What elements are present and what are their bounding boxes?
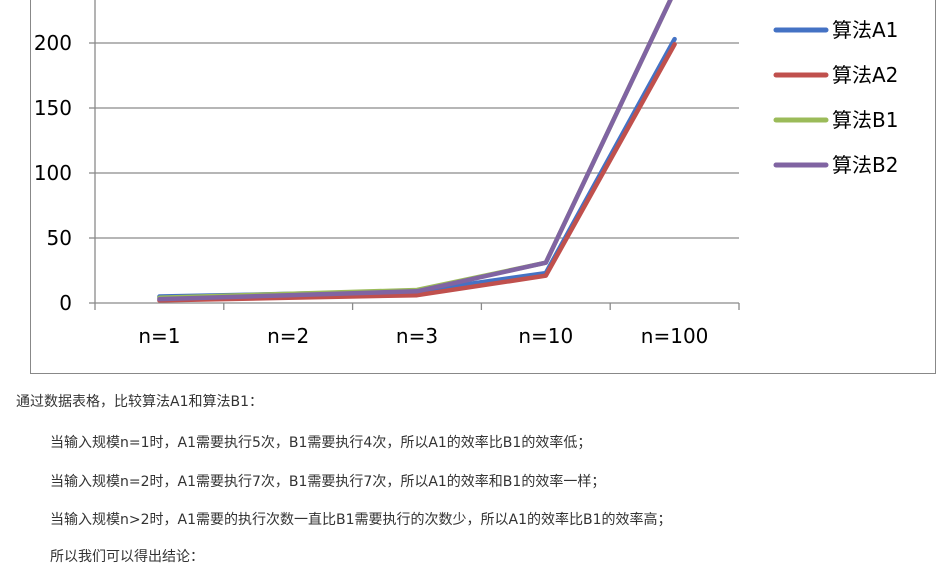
- y-tick-label: 0: [59, 291, 72, 315]
- legend-label: 算法B2: [832, 153, 898, 177]
- comparison-line-3: 当输入规模n>2时，A1需要的执行次数一直比B1需要执行的次数少，所以A1的效率…: [50, 512, 672, 528]
- conclusion-line: 所以我们可以得出结论：: [50, 549, 204, 565]
- legend-label: 算法A1: [832, 18, 898, 42]
- series-line-4: [157, 0, 673, 302]
- y-tick-label: 200: [34, 31, 72, 55]
- chart-frame: [30, 0, 936, 374]
- series-line-1: [157, 36, 677, 299]
- axis-layer: 0 50 100 150 200 n=1 n=2 n=3 n=10 n=100: [34, 0, 740, 348]
- x-tick-label: n=2: [267, 324, 309, 348]
- comparison-line-2: 当输入规模n=2时，A1需要执行7次，B1需要执行7次，所以A1的效率和B1的效…: [50, 474, 606, 490]
- legend-label: 算法A2: [832, 63, 898, 87]
- x-tick-label: n=3: [396, 324, 438, 348]
- x-tick-label: n=1: [138, 324, 180, 348]
- x-tick-label: n=10: [518, 324, 573, 348]
- intro-paragraph: 通过数据表格，比较算法A1和算法B1：: [16, 394, 263, 410]
- x-tick-label: n=100: [641, 324, 709, 348]
- comparison-line-1: 当输入规模n=1时，A1需要执行5次，B1需要执行4次，所以A1的效率比B1的效…: [50, 435, 592, 451]
- legend: 算法A1 算法A2 算法B1 算法B2: [773, 18, 898, 177]
- legend-label: 算法B1: [832, 108, 898, 132]
- y-tick-label: 100: [34, 161, 72, 185]
- y-tick-label: 50: [47, 226, 72, 250]
- y-tick-label: 150: [34, 96, 72, 120]
- grid-layer: [95, 42, 739, 239]
- series-layer: [157, 0, 677, 303]
